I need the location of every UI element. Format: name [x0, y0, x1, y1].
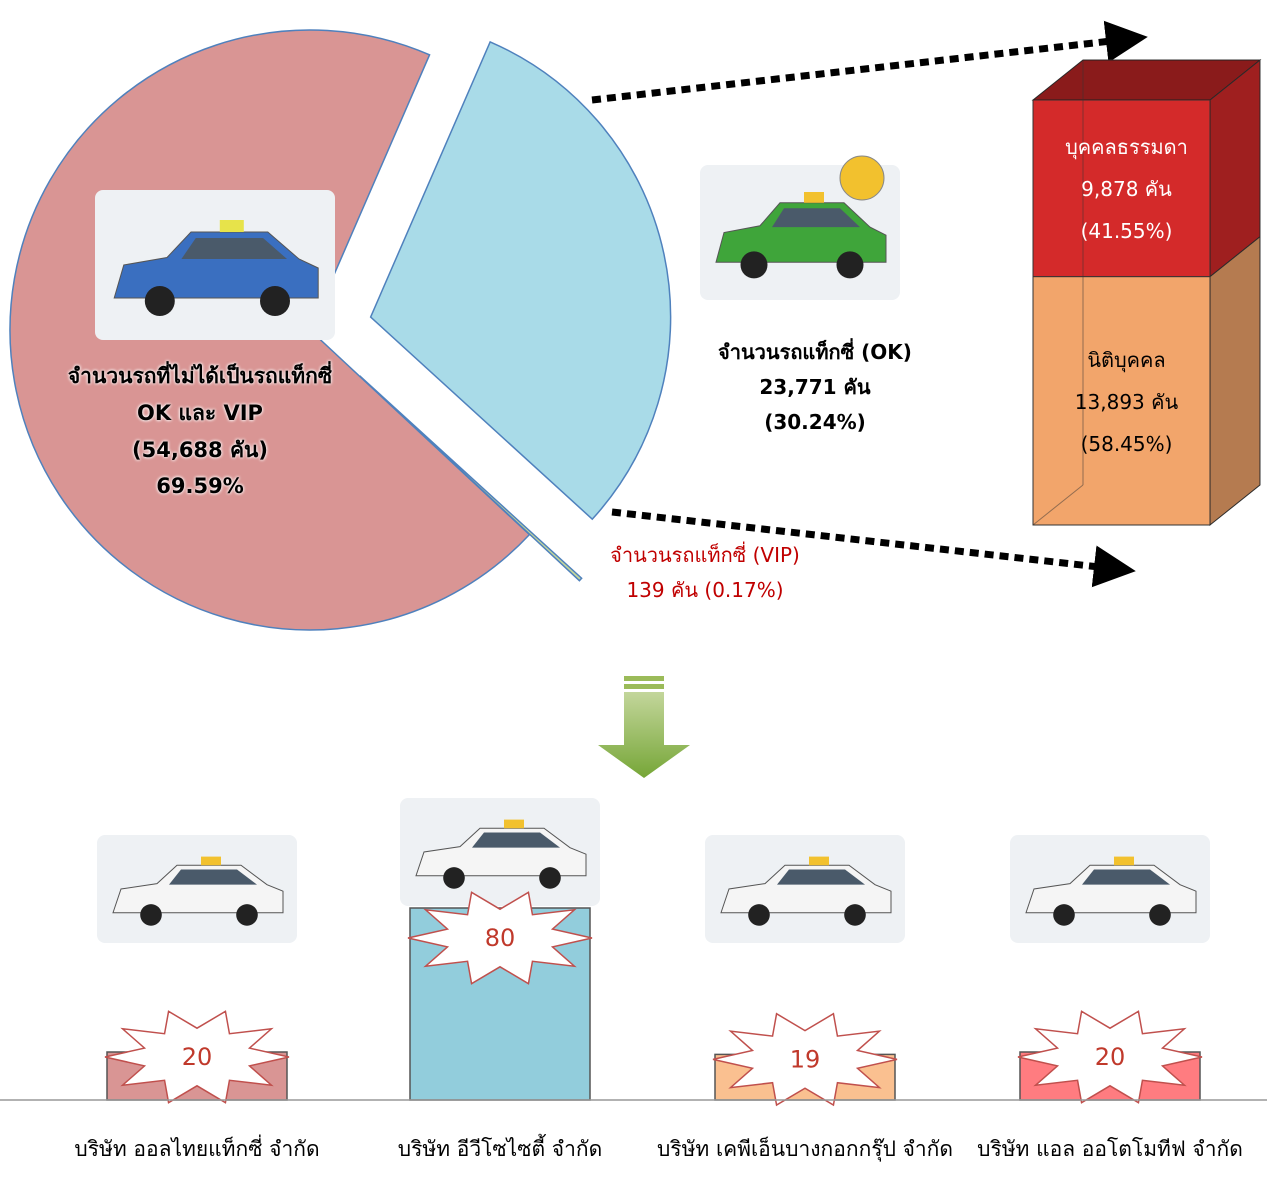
wheel [748, 904, 770, 926]
car-image [95, 190, 335, 340]
car-image [1010, 835, 1210, 943]
category-label: บริษัท ออลไทยแท็กซี่ จำกัด [37, 1132, 357, 1168]
wheel [741, 251, 768, 278]
value-label: 23,771 คัน [700, 370, 930, 405]
category-label: นิติบุคคล [1028, 339, 1225, 381]
pie-label: จำนวนรถที่ไม่ได้เป็นรถแท็กซี่ OK และ VIP… [60, 358, 340, 505]
car-sign [804, 192, 824, 203]
wheel [443, 867, 465, 889]
value-label: 9,878 คัน [1028, 168, 1225, 210]
car-sign [201, 857, 221, 866]
page: 20 80 19 20 จำนวนรถที่ไม่ได้เป็นรถแท็กซี่ O… [0, 0, 1267, 1201]
value-label: 139 คัน [626, 578, 698, 602]
percent-label: 69.59% [60, 468, 340, 505]
wheel [145, 286, 175, 316]
value-label: 20 [182, 1043, 213, 1071]
wheel [837, 251, 864, 278]
category-label: จำนวนรถแท็กซี่ (VIP) [575, 538, 835, 573]
percent-label: (30.24%) [700, 405, 930, 440]
percent-label: (58.45%) [1028, 423, 1225, 465]
wheel [539, 867, 561, 889]
value-label: 19 [790, 1045, 821, 1073]
wheel [236, 904, 258, 926]
category-label: บริษัท เคพีเอ็นบางกอกกรุ๊ป จำกัด [645, 1132, 965, 1168]
value-label: (54,688 คัน) [60, 432, 340, 469]
car-sign [220, 220, 244, 232]
value-label: 20 [1095, 1043, 1126, 1071]
percent-label: (0.17%) [704, 578, 783, 602]
category-label: จำนวนรถแท็กซี่ (OK) [700, 335, 930, 370]
wheel [1053, 904, 1075, 926]
car-sign [809, 857, 829, 866]
wheel [1149, 904, 1171, 926]
car-sign [1114, 857, 1134, 866]
pie-label: จำนวนรถแท็กซี่ (VIP)139 คัน (0.17%) [575, 538, 835, 608]
pie-label: จำนวนรถแท็กซี่ (OK)23,771 คัน(30.24%) [700, 335, 930, 440]
category-label: บุคคลธรรมดา [1028, 126, 1225, 168]
percent-label: (41.55%) [1028, 210, 1225, 252]
wheel [140, 904, 162, 926]
wheel [844, 904, 866, 926]
value-row: 139 คัน (0.17%) [575, 573, 835, 608]
taxi-sign [840, 156, 884, 200]
car-image [97, 835, 297, 943]
arrow [592, 40, 1120, 100]
wheel [260, 286, 290, 316]
category-label: บริษัท แอล ออโตโมทีฟ จำกัด [950, 1132, 1267, 1168]
car-image [705, 835, 905, 943]
value-label: 80 [485, 924, 516, 952]
down-arrow [598, 676, 690, 778]
car-image [400, 798, 600, 906]
category-label: บริษัท อีวีโซไซตี้ จำกัด [340, 1132, 660, 1168]
category-label: จำนวนรถที่ไม่ได้เป็นรถแท็กซี่ OK และ VIP [60, 358, 340, 432]
car-sign [504, 820, 524, 829]
value-label: 13,893 คัน [1028, 381, 1225, 423]
